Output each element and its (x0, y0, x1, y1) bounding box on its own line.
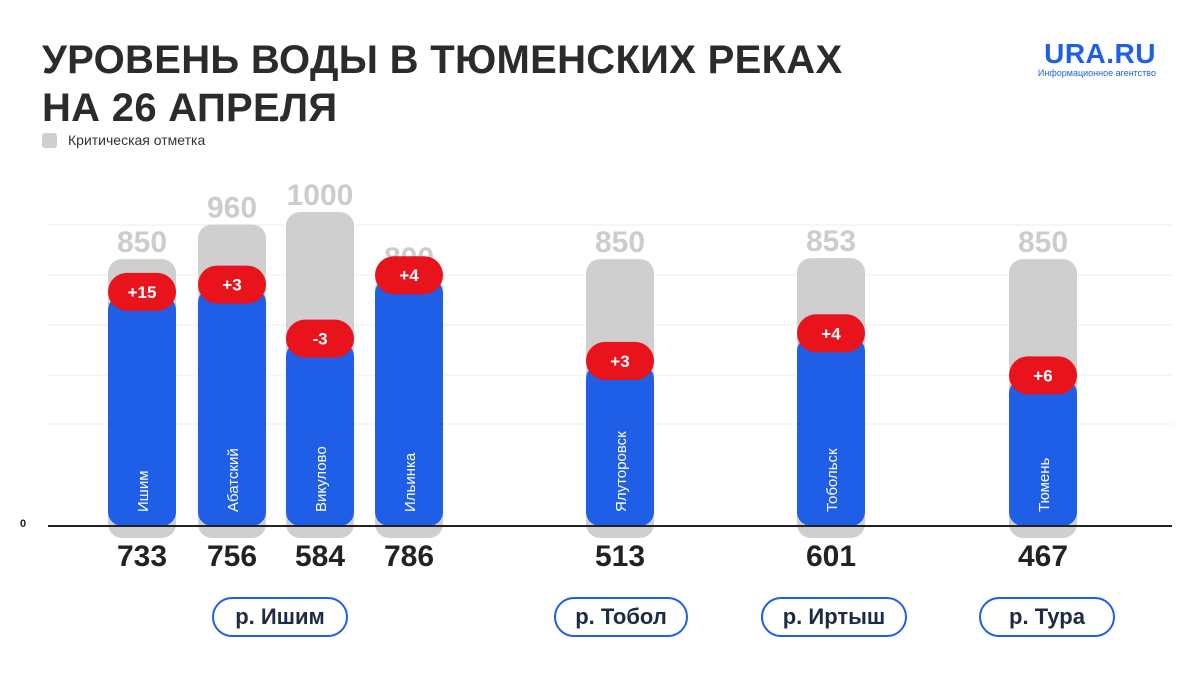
station-label: Тюмень (1036, 457, 1053, 512)
legend-label-critical: Критическая отметка (68, 132, 206, 148)
change-badge (375, 256, 443, 295)
critical-value-label: 960 (207, 192, 257, 225)
change-badge (198, 265, 266, 304)
level-value-label: 513 (595, 540, 645, 573)
change-badge (1009, 356, 1077, 395)
change-label: +3 (222, 276, 241, 295)
change-label: -3 (312, 330, 327, 349)
level-value-label: 733 (117, 540, 167, 573)
river-label: р. Иртыш (761, 597, 907, 637)
level-value-label: 786 (384, 540, 434, 573)
level-value-label: 584 (295, 540, 345, 573)
river-label: р. Ишим (212, 597, 348, 637)
legend-swatch-critical (42, 132, 57, 148)
level-value-label: 601 (806, 540, 856, 573)
level-bar (198, 288, 266, 526)
level-bar (375, 279, 443, 526)
logo[interactable]: URA.RU Информационное агентство (1038, 40, 1156, 79)
river-label: р. Тура (979, 597, 1115, 637)
change-badge (797, 314, 865, 353)
change-label: +3 (610, 352, 629, 371)
station-label: Викулово (313, 446, 330, 512)
legend: Критическая отметка (42, 132, 205, 148)
critical-value-label: 853 (806, 225, 856, 258)
level-bar (586, 364, 654, 526)
level-value-label: 756 (207, 540, 257, 573)
level-value-label: 467 (1018, 540, 1068, 573)
change-badge (108, 272, 176, 311)
critical-value-label: 850 (117, 226, 167, 259)
change-label: +15 (128, 283, 157, 302)
level-bar (108, 295, 176, 526)
logo-tagline: Информационное агентство (1037, 68, 1156, 78)
change-badge (586, 341, 654, 380)
logo-name: URA.RU (1044, 38, 1156, 69)
level-bar (1009, 379, 1077, 526)
critical-value-label: 850 (595, 226, 645, 259)
change-label: +4 (399, 266, 419, 285)
change-badge (286, 319, 354, 358)
y-axis-zero-label: 0 (20, 518, 27, 530)
level-bar (286, 342, 354, 526)
change-label: +4 (821, 324, 841, 343)
critical-value-label: 1000 (287, 179, 354, 212)
station-label: Ишим (135, 470, 152, 512)
title-line-2: НА 26 АПРЕЛЯ (42, 86, 338, 130)
station-label: Абатский (225, 448, 242, 512)
chart-title: УРОВЕНЬ ВОДЫ В ТЮМЕНСКИХ РЕКАХ НА 26 АПР… (42, 36, 842, 132)
critical-value-label: 850 (1018, 226, 1068, 259)
station-label: Тобольск (824, 448, 841, 512)
station-label: Ялуторовск (613, 431, 630, 512)
title-line-1: УРОВЕНЬ ВОДЫ В ТЮМЕНСКИХ РЕКАХ (42, 38, 843, 82)
level-bar (797, 337, 865, 526)
change-label: +6 (1033, 366, 1052, 385)
station-label: Ильинка (402, 452, 419, 512)
river-label: р. Тобол (554, 597, 688, 637)
